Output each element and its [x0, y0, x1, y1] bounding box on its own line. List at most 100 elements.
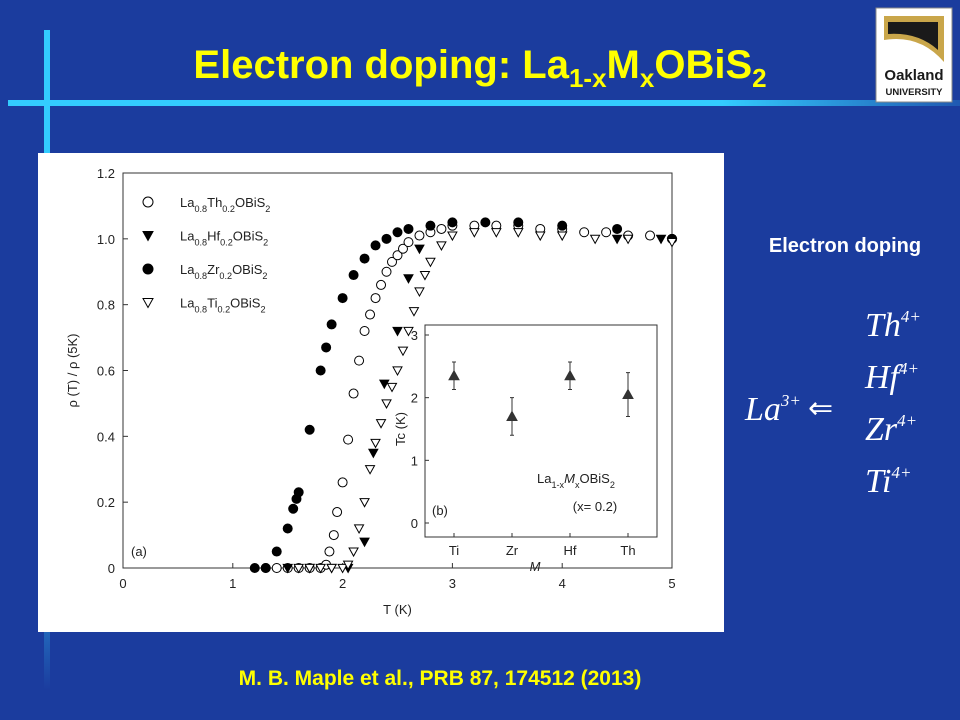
dopant-list: Th4+Hf4+Zr4+Ti4+ — [864, 307, 921, 500]
x-tick-label: 1 — [229, 576, 236, 591]
marker — [375, 419, 387, 429]
marker — [342, 560, 354, 571]
marker — [271, 546, 282, 557]
marker — [321, 342, 332, 353]
legend-label: La0.8Th0.2OBiS2 — [180, 195, 270, 214]
marker — [367, 448, 379, 459]
formula-part: La — [537, 471, 552, 486]
ion-symbol: Ti — [865, 463, 891, 500]
legend-marker — [142, 298, 154, 309]
marker — [332, 507, 343, 518]
doping-scheme: La3+ ⇐ Th4+Hf4+Zr4+Ti4+ — [744, 307, 921, 500]
marker — [397, 243, 408, 254]
marker — [337, 563, 348, 574]
legend-label: La0.8Ti0.2OBiS2 — [180, 296, 266, 315]
x-tick-label: Th — [620, 543, 635, 558]
marker — [480, 217, 491, 228]
y-tick-label: 2 — [411, 391, 418, 406]
marker — [425, 257, 436, 268]
marker — [376, 279, 387, 290]
y-tick-label: 1.2 — [97, 166, 115, 181]
x-axis-label: M — [530, 559, 541, 574]
marker — [419, 270, 431, 281]
slide-title: Electron doping: La1-xMxOBiS2 — [193, 43, 766, 93]
marker — [249, 563, 260, 573]
ion-charge: 4+ — [891, 463, 911, 482]
marker — [436, 241, 447, 251]
marker — [408, 307, 420, 317]
y-axis-label: ρ (T) / ρ (5K) — [65, 333, 80, 407]
marker — [378, 379, 390, 390]
marker — [414, 287, 425, 298]
formula: La1-xMxOBiS2 — [537, 471, 615, 490]
legend-marker — [142, 263, 154, 275]
formula-part: x — [575, 480, 580, 490]
y-axis-label: Tc (K) — [393, 412, 408, 446]
marker — [328, 530, 339, 541]
ion-symbol: La — [744, 391, 781, 428]
x-tick-label: 5 — [668, 576, 675, 591]
marker — [282, 563, 294, 574]
x-tick-label: Ti — [449, 543, 459, 558]
x-tick-label: Zr — [506, 543, 519, 558]
marker — [392, 227, 403, 238]
marker — [425, 220, 436, 231]
marker — [513, 217, 524, 228]
marker — [512, 228, 524, 238]
marker — [337, 477, 348, 488]
marker — [343, 434, 354, 445]
title-sub: x — [640, 63, 655, 93]
marker — [326, 563, 337, 574]
marker — [315, 365, 326, 376]
figure: 0 1 2 3 4 5 0 0.2 0.4 0.6 0.8 1.0 1.2 T (K) ρ (T) / ρ … — [65, 166, 678, 617]
formula-part: M — [564, 471, 575, 486]
accent-horizontal — [8, 100, 960, 106]
marker — [403, 237, 414, 248]
marker — [655, 234, 667, 245]
marker — [348, 270, 359, 281]
legend-marker — [142, 231, 154, 242]
marker — [611, 234, 623, 245]
marker — [304, 563, 316, 574]
marker — [403, 274, 414, 284]
x-tick-label: 3 — [449, 576, 456, 591]
marker — [447, 217, 458, 228]
logo-emblem-inner — [888, 22, 938, 50]
marker — [326, 319, 337, 330]
marker — [348, 547, 359, 558]
marker — [359, 498, 370, 508]
marker — [365, 309, 376, 320]
marker — [364, 465, 376, 475]
marker — [645, 230, 656, 241]
marker — [601, 227, 612, 238]
y-tick-label: 0.8 — [97, 298, 115, 313]
marker — [447, 231, 458, 242]
ion-charge: 4+ — [897, 411, 917, 430]
marker — [392, 366, 403, 377]
marker — [612, 223, 623, 234]
title-part: OBiS — [654, 43, 752, 87]
marker — [293, 563, 305, 574]
title-sub: 1-x — [569, 63, 607, 93]
dopant-ion: Hf4+ — [864, 359, 919, 396]
marker — [353, 524, 365, 535]
marker — [359, 537, 370, 548]
legend-marker — [142, 196, 154, 208]
marker — [348, 388, 359, 399]
dopant-ion: Th4+ — [865, 307, 921, 344]
marker — [288, 503, 299, 514]
marker — [397, 346, 409, 357]
dopant-ion: Ti4+ — [865, 463, 911, 500]
ion-symbol: Th — [865, 307, 901, 344]
marker — [304, 424, 315, 435]
marker — [589, 234, 601, 245]
logo: Oakland UNIVERSITY — [875, 7, 953, 103]
host-ion: La3+ — [744, 391, 801, 428]
dopant-ion: Zr4+ — [865, 411, 917, 448]
x-tick-label: 2 — [339, 576, 346, 591]
marker — [506, 410, 518, 421]
marker — [666, 238, 678, 248]
y-tick-label: 0.2 — [97, 495, 115, 510]
marker — [622, 388, 634, 400]
legend-label: La0.8Zr0.2OBiS2 — [180, 262, 267, 281]
